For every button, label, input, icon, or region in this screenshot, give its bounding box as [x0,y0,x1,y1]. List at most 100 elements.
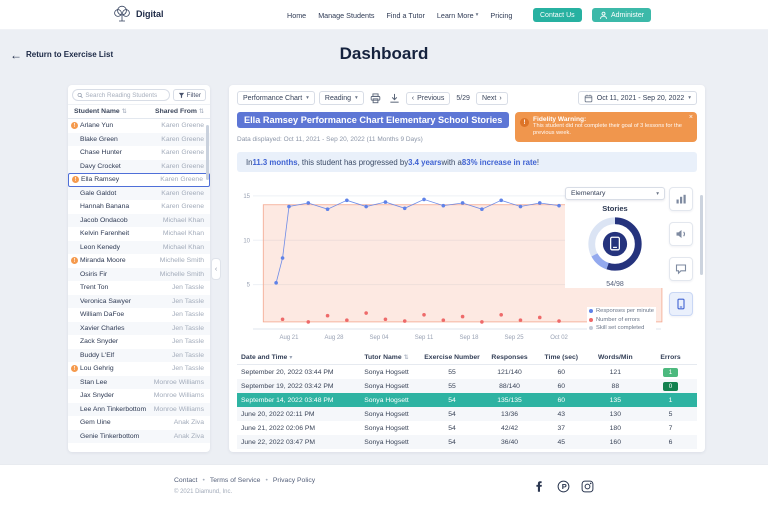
sort-icon[interactable]: ⇅ [403,355,409,361]
instagram-icon [581,480,593,492]
session-row[interactable]: June 20, 2022 02:11 PM Sonya Hogsett 54 13/… [237,407,697,421]
shared-from: Jen Tassle [172,311,204,319]
column-header-student-name[interactable]: Student Name ⇅ [74,108,146,115]
shared-from: Monroe Williams [153,392,204,400]
sort-icon[interactable]: ⇅ [198,109,204,115]
audio-tool-button[interactable] [669,222,693,246]
print-button[interactable] [368,91,383,105]
session-row[interactable]: June 22, 2022 03:47 PM Sonya Hogsett 54 36/… [237,435,697,449]
session-row[interactable]: September 20, 2022 03:44 PM Sonya Hogsett… [237,365,697,379]
nav-link-learn-more[interactable]: Learn More ▾ [436,10,479,20]
session-row[interactable]: September 14, 2022 03:48 PM Sonya Hogsett… [237,393,697,407]
pinterest-icon: P [557,480,569,492]
close-icon[interactable]: × [688,114,693,121]
session-tutor: Sonya Hogsett [364,438,409,446]
column-header-shared-from[interactable]: Shared From ⇅ [146,108,204,115]
sidebar-scrollbar[interactable] [206,125,209,180]
legend-dot-icon [589,317,593,322]
search-input[interactable] [85,91,165,99]
date-range-picker[interactable]: Oct 11, 2021 - Sep 20, 2022 ▾ [577,91,697,105]
printer-icon [370,92,381,103]
session-row[interactable]: June 21, 2022 02:06 PM Sonya Hogsett 54 42/… [237,421,697,435]
session-responses: 88/140 [499,382,520,390]
sidebar-collapse-handle[interactable]: ‹ [211,258,221,280]
shared-from: Anak Ziva [173,419,204,427]
session-tutor: Sonya Hogsett [364,396,409,404]
shared-from: Anak Ziva [173,432,204,440]
subject-select[interactable]: Reading ▾ [318,91,364,105]
footer-link-contact[interactable]: Contact [174,477,198,484]
report-scrollbar[interactable] [700,195,703,275]
pinterest-link[interactable]: P [556,479,570,493]
sort-icon[interactable]: ⇅ [121,109,127,115]
instagram-link[interactable] [580,479,594,493]
svg-text:Aug 21: Aug 21 [279,335,299,341]
nav-link-home[interactable]: Home [287,10,307,20]
download-button[interactable] [387,91,402,105]
return-to-exercise-list-link[interactable]: ← Return to Exercise List [10,49,113,61]
column-header-responses[interactable]: Responses [483,354,536,361]
student-row-miranda-moore[interactable]: ! Miranda Moore Michelle Smith [68,254,210,268]
filter-button[interactable]: Filter [172,89,206,101]
footer-link-terms-of-service[interactable]: Terms of Service [209,477,261,484]
level-select[interactable]: Elementary ▾ [565,187,665,200]
shared-from: Monroe Williams [153,405,204,413]
student-name: William DaFoe [80,311,125,319]
column-header-tutor-name[interactable]: Tutor Name ⇅ [352,354,421,361]
administer-button[interactable]: Administer [592,8,652,22]
chevron-down-icon[interactable]: ▾ [289,355,293,361]
student-name: Genie Tinkerbottom [80,432,140,440]
column-header-date-and-time[interactable]: Date and Time ▾ [237,354,352,361]
nav-link-find-a-tutor[interactable]: Find a Tutor [386,10,425,20]
summary-text: ! [536,157,540,167]
footer-link-privacy-policy[interactable]: Privacy Policy [272,477,316,484]
next-button[interactable]: Next › [475,91,508,105]
nav-link-manage-students[interactable]: Manage Students [318,10,375,20]
book-tool-button[interactable] [669,292,693,316]
student-row-arlane-yun[interactable]: ! Arlane Yun Karen Greene [68,119,210,133]
column-header-exercise-number[interactable]: Exercise Number [421,354,483,361]
fidelity-warning-banner: ! Fidelity Warning: This student did not… [515,112,697,142]
warning-icon: ! [71,257,78,265]
session-exercise-number: 54 [448,396,456,404]
bar-chart-tool-button[interactable] [669,187,693,211]
copyright: © 2021 Diamund, Inc. [174,489,233,495]
session-row[interactable]: September 19, 2022 03:42 PM Sonya Hogsett… [237,379,697,393]
column-header-words-min[interactable]: Words/Min [587,354,645,361]
previous-button[interactable]: ‹ Previous [405,91,451,105]
nav-link-pricing[interactable]: Pricing [490,10,513,20]
column-header-errors[interactable]: Errors [644,354,697,361]
contact-us-button[interactable]: Contact Us [533,8,582,22]
student-row-lou-gehrig[interactable]: ! Lou Gehrig Jen Tassle [68,362,210,376]
student-row-ella-ramsey[interactable]: ! Ella Ramsey Karen Greene [68,173,210,187]
chart-type-select[interactable]: Performance Chart ▾ [237,91,315,105]
session-time: 60 [557,382,566,390]
facebook-link[interactable] [532,479,546,493]
page-title: Dashboard [339,44,429,63]
brand[interactable]: Digital [112,4,164,24]
column-header-time-sec[interactable]: Time (sec) [536,354,587,361]
chat-tool-button[interactable] [669,257,693,281]
bullet-separator: • [265,477,268,484]
student-search[interactable] [72,89,170,101]
